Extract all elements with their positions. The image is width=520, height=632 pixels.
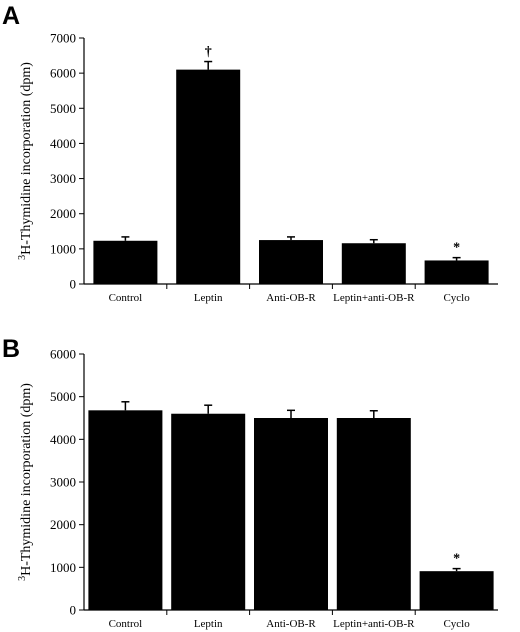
- panel-b-ytick-label: 3000: [50, 475, 76, 490]
- panel-a-category-label-2: Leptin: [194, 292, 223, 304]
- panel-b-bar-3: [254, 418, 328, 610]
- panel-b-y-axis-title: 3H-Thymidine incorporation (dpm): [17, 383, 35, 581]
- panel-b-y-axis-title-text: H-Thymidine incorporation (dpm): [19, 383, 34, 576]
- panel-a-y-axis-title-text: H-Thymidine incorporation (dpm): [19, 62, 34, 255]
- panel-b-significance-mark-5: *: [453, 552, 460, 567]
- panel-a-bar-4: [341, 243, 406, 284]
- panel-a-y-axis-title: 3H-Thymidine incorporation (dpm): [17, 62, 35, 260]
- panel-b-y-axis-title-superscript: 3: [17, 576, 28, 581]
- panel-b-ytick-label: 5000: [50, 389, 76, 404]
- panel-b-ytick-label: 0: [70, 603, 77, 618]
- panel-a-ytick-label: 7000: [50, 31, 76, 46]
- panel-a-category-label-4: Leptin+anti-OB-R: [333, 292, 415, 304]
- panel-b-category-label-3: Anti-OB-R: [266, 618, 316, 630]
- panel-a-significance-mark-2: †: [205, 45, 212, 60]
- panel-b-bar-5: [419, 571, 494, 610]
- panel-a-bar-5: [424, 260, 489, 284]
- panel-a-ytick-label: 3000: [50, 171, 76, 186]
- panel-b-ytick-label: 2000: [50, 517, 76, 532]
- panel-a-category-label-1: Control: [109, 292, 143, 304]
- panel-a-category-label-5: Cyclo: [443, 292, 470, 304]
- panel-a-bar-2: [176, 69, 241, 284]
- panel-a-ytick-label: 4000: [50, 136, 76, 151]
- panel-a-ytick-label: 0: [70, 277, 77, 292]
- panel-b-ytick-label: 1000: [50, 560, 76, 575]
- panel-b-category-label-1: Control: [109, 618, 143, 630]
- panel-b-category-label-2: Leptin: [194, 618, 223, 630]
- panel-a-significance-mark-5: *: [453, 241, 460, 256]
- panel-a-ytick-label: 2000: [50, 206, 76, 221]
- panel-b-bar-4: [336, 418, 411, 610]
- panel-a-label: A: [2, 2, 20, 30]
- panel-a-y-axis-title-superscript: 3: [17, 255, 28, 260]
- panel-a-ytick-label: 6000: [50, 66, 76, 81]
- panel-b-category-label-4: Leptin+anti-OB-R: [333, 618, 415, 630]
- panel-a-bar-3: [259, 240, 323, 284]
- panel-b-category-label-5: Cyclo: [443, 618, 470, 630]
- panel-b-bar-1: [88, 410, 163, 610]
- panel-b-label: B: [2, 335, 20, 363]
- panel-b-ytick-label: 4000: [50, 432, 76, 447]
- panel-a-ytick-label: 1000: [50, 241, 76, 256]
- panel-b-bar-2: [171, 413, 246, 610]
- panel-a-ytick-label: 5000: [50, 101, 76, 116]
- panel-a-bar-1: [93, 240, 158, 284]
- panel-b-ytick-label: 6000: [50, 347, 76, 362]
- panel-a-category-label-3: Anti-OB-R: [266, 292, 316, 304]
